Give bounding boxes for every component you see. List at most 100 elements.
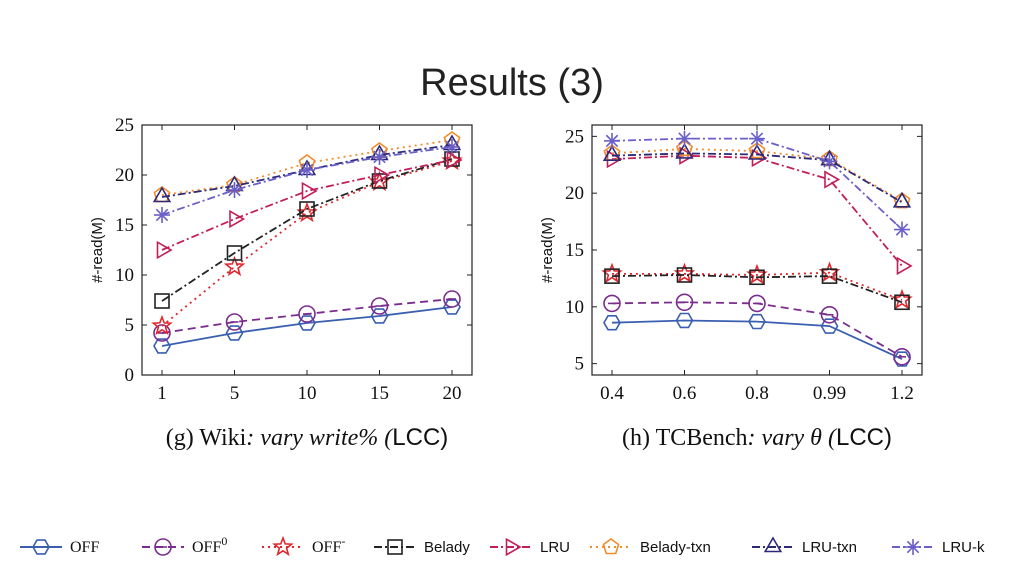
legend-item-lru: LRU — [490, 537, 570, 557]
data-point — [298, 305, 316, 323]
data-point — [154, 293, 170, 309]
y-tick-label: 5 — [575, 354, 585, 375]
legend-marker — [32, 539, 50, 555]
data-point — [602, 145, 622, 162]
y-tick-label: 10 — [565, 297, 584, 318]
data-point — [374, 165, 391, 185]
legend-label: LRU-k — [942, 539, 985, 556]
data-point — [603, 294, 621, 313]
data-point — [749, 269, 765, 286]
data-point — [676, 130, 693, 147]
data-point — [229, 209, 246, 229]
legend-label: OFF- — [312, 534, 345, 556]
y-tick-label: 20 — [115, 165, 134, 186]
legend-marker — [505, 537, 522, 557]
y-tick-label: 25 — [115, 115, 134, 136]
data-point — [675, 139, 694, 157]
data-point — [225, 313, 244, 331]
series-lru-k — [154, 139, 460, 223]
data-point — [821, 268, 838, 284]
data-point — [371, 173, 388, 189]
x-tick-label: 15 — [370, 383, 389, 404]
data-point — [749, 130, 765, 147]
data-point — [444, 139, 460, 155]
series-line — [611, 152, 903, 204]
legend-item-off: OFF — [20, 539, 99, 556]
data-point — [748, 142, 766, 159]
data-point — [151, 314, 173, 336]
data-point — [299, 201, 315, 217]
data-point — [604, 132, 620, 149]
data-point — [604, 268, 620, 284]
data-point — [747, 143, 767, 160]
series-line — [161, 139, 453, 196]
data-point — [446, 150, 463, 170]
legend-marker — [763, 536, 783, 553]
legend-item-off0: OFF0 — [142, 534, 227, 556]
series-lru — [156, 150, 463, 260]
caption-prefix: (g) Wiki — [166, 425, 247, 451]
legend-marker — [272, 535, 294, 557]
data-point — [675, 312, 694, 329]
series-off0 — [603, 293, 911, 366]
caption-suffix: LCC) — [836, 424, 892, 451]
data-point — [676, 267, 693, 283]
x-tick-label: 0.8 — [745, 383, 769, 404]
series-off — [603, 312, 911, 367]
caption-italic: : vary θ ( — [748, 425, 838, 451]
caption-prefix: (h) TCBench — [622, 425, 748, 451]
data-point — [893, 348, 911, 366]
data-point — [371, 149, 388, 165]
data-point — [301, 181, 318, 201]
data-point — [299, 162, 315, 178]
data-point — [892, 191, 912, 208]
series-belady — [604, 267, 910, 311]
chart-caption: (g) Wiki: vary write% (LCC) — [166, 424, 449, 451]
y-tick-label: 5 — [125, 315, 135, 336]
y-tick-label: 25 — [565, 126, 584, 147]
data-point — [820, 318, 839, 334]
y-axis-label: #-read(M) — [539, 217, 556, 283]
data-point — [298, 315, 316, 331]
y-tick-label: 0 — [125, 365, 135, 386]
series-line — [611, 301, 903, 358]
legend-label: OFF — [70, 539, 99, 556]
series-lru-k — [604, 130, 910, 238]
series-line — [161, 158, 453, 302]
x-tick-label: 0.4 — [600, 383, 624, 404]
series-off — [153, 299, 461, 354]
legend-marker — [602, 538, 620, 555]
series-line — [611, 154, 903, 267]
chart-caption: (h) TCBench: vary θ (LCC) — [622, 424, 892, 451]
y-tick-label: 10 — [115, 265, 134, 286]
data-point — [152, 186, 172, 203]
chart-legend: OFF OFF0 OFF- Belady LRU Belady-txn LRU-txn LRU… — [20, 534, 985, 557]
data-point — [675, 293, 694, 312]
legend-marker — [387, 539, 403, 555]
series-line — [611, 274, 903, 304]
x-tick-label: 1.2 — [890, 383, 914, 404]
x-tick-label: 0.99 — [813, 383, 846, 404]
data-point — [824, 170, 841, 189]
legend-item-belady-txn: Belady-txn — [590, 538, 711, 556]
slide-title: Results (3) — [420, 62, 604, 104]
legend-item-belady: Belady — [374, 539, 470, 556]
caption-suffix: LCC) — [392, 424, 448, 451]
data-point — [443, 290, 461, 308]
series-belady-txn — [603, 139, 911, 209]
legend-label: LRU — [540, 539, 570, 556]
data-point — [370, 308, 389, 324]
legend-label: Belady — [424, 539, 470, 556]
data-point — [894, 221, 910, 238]
x-tick-label: 0.6 — [673, 383, 697, 404]
legend-item-lru-txn: LRU-txn — [752, 536, 857, 556]
y-axis-label: #-read(M) — [89, 217, 106, 283]
legend-marker — [154, 538, 172, 556]
series-lru — [606, 146, 913, 276]
legend-label: OFF0 — [192, 534, 227, 556]
data-point — [370, 297, 389, 315]
series-lru-txn — [602, 142, 912, 208]
legend-marker — [905, 539, 921, 555]
data-point — [894, 294, 910, 311]
